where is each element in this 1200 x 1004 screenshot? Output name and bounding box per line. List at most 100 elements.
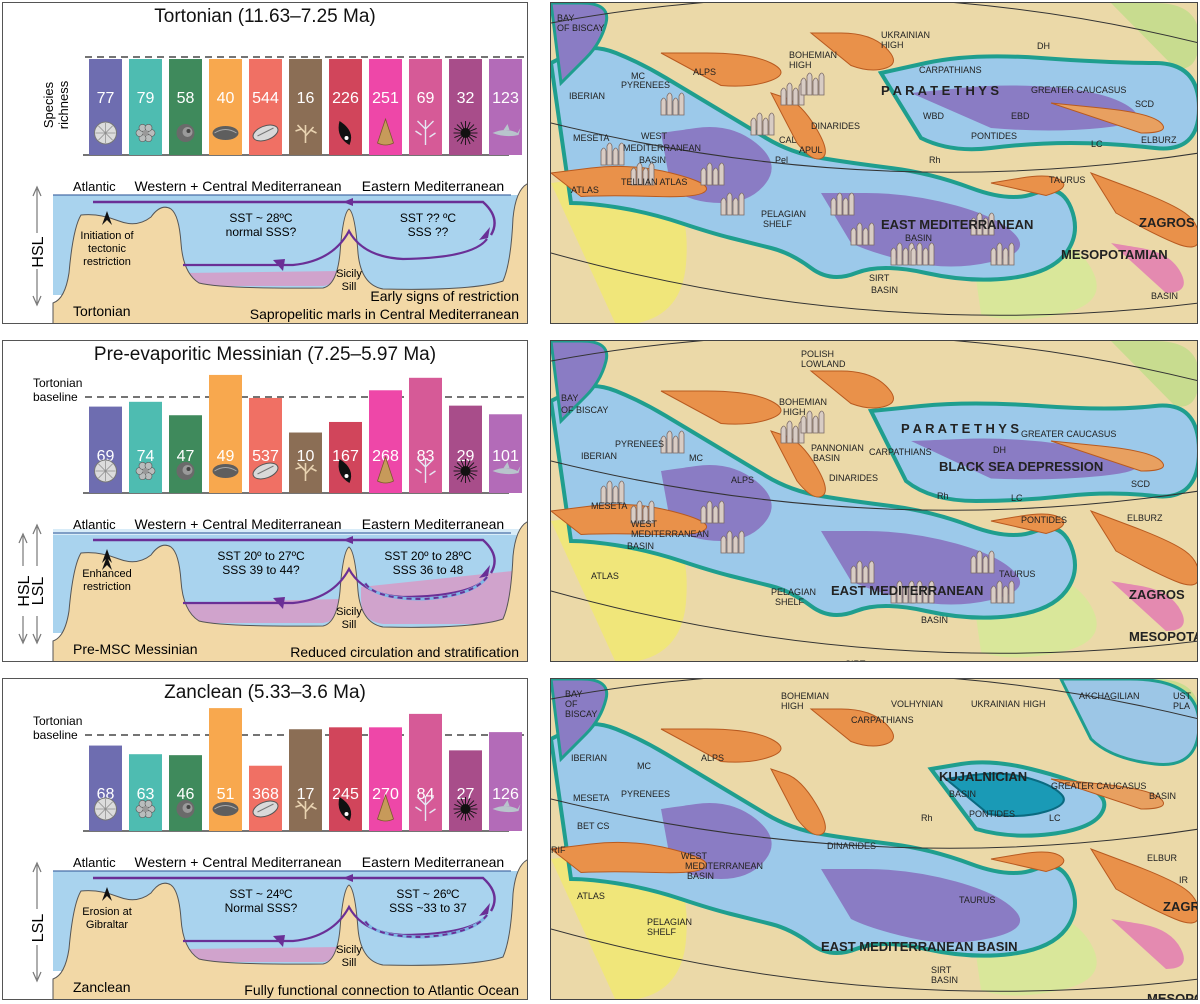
panel-title: Tortonian (11.63–7.25 Ma) xyxy=(154,6,376,27)
return-current xyxy=(183,228,488,267)
map-label: RIF xyxy=(551,845,566,855)
baseline-label: baseline xyxy=(33,390,78,404)
map-label: TAURUS xyxy=(999,569,1035,579)
coral-reef-icon xyxy=(970,212,995,236)
graticule-line xyxy=(551,341,1197,382)
sicily-sill-label: Sicily xyxy=(336,944,362,956)
bivalve-icon xyxy=(212,802,239,816)
bar: 544 xyxy=(249,59,282,155)
stage-label: Pre-MSC Messinian xyxy=(73,641,197,657)
bar: 58 xyxy=(169,59,202,155)
zagros-belt xyxy=(1089,510,1197,586)
bar-value: 77 xyxy=(97,90,115,107)
bar: 40 xyxy=(209,59,242,155)
map-label: BASIN xyxy=(949,789,976,799)
crinoid-icon xyxy=(415,120,436,145)
bar: 68 xyxy=(89,745,122,831)
branching-coral-icon xyxy=(295,462,317,481)
bar-value: 40 xyxy=(217,90,235,107)
bar-value: 47 xyxy=(177,448,195,465)
bryozoan-icon xyxy=(135,124,156,142)
map-label: SCD xyxy=(1131,479,1151,489)
map-label: MESOPOTAMIAN xyxy=(1061,247,1168,262)
bar-value: 74 xyxy=(137,448,155,465)
bar-value: 368 xyxy=(252,786,279,803)
map-label: UST xyxy=(1173,691,1192,701)
mussel-icon xyxy=(338,459,352,483)
west-sss: Normal SSS? xyxy=(225,901,298,915)
east-mediterranean-basin xyxy=(821,869,1021,943)
map-label: POLISH xyxy=(801,349,834,359)
shark-icon xyxy=(492,124,521,137)
map-label: VOLHYNIAN xyxy=(891,699,943,709)
bar-value: 126 xyxy=(492,786,519,803)
map-label: HIGH xyxy=(783,407,806,417)
stage-label: Zanclean xyxy=(73,979,131,995)
map-label: BAY xyxy=(557,13,574,23)
baseline-label: baseline xyxy=(33,728,78,742)
sea-urchin-icon xyxy=(453,121,478,145)
bar: 101 xyxy=(489,414,522,493)
sicily-sill-label: Sicily xyxy=(336,268,362,280)
messinian-map: POLISH LOWLAND BAY OF BISCAY IBERIAN MESETA PY… xyxy=(550,340,1198,662)
crinoid-icon xyxy=(415,796,436,821)
atlantic-label: Atlantic xyxy=(73,179,116,194)
coral-reef-icon xyxy=(630,162,655,186)
map-label: CARPATHIANS xyxy=(851,715,914,725)
map-label: PELAGIAN xyxy=(761,209,806,219)
map-label: EAST MEDITERRANEAN BASIN xyxy=(821,939,1017,954)
map-label: PYRENEES xyxy=(621,789,670,799)
map-label: ELBUR xyxy=(1147,853,1178,863)
map-label: SIRT xyxy=(869,273,890,283)
map-label: ZAGROS xyxy=(1129,587,1185,602)
shark-icon xyxy=(492,800,521,813)
map-label: PANNONIAN xyxy=(811,443,864,453)
bar: 270 xyxy=(369,727,402,831)
shark-icon xyxy=(492,462,521,475)
map-label: OF BISCAY xyxy=(557,23,604,33)
map-label: PONTIDES xyxy=(969,809,1015,819)
map-label: Rh xyxy=(937,491,949,501)
bar: 84 xyxy=(409,713,442,831)
bar: 69 xyxy=(409,59,442,155)
map-label: LC xyxy=(1049,813,1061,823)
map-label: ATLAS xyxy=(591,571,619,581)
map-label: PLA xyxy=(1173,701,1190,711)
map-label: BET CS xyxy=(577,821,609,831)
map-label: BASIN xyxy=(1149,791,1176,801)
bar-value: 51 xyxy=(217,786,235,803)
map-label: BAY xyxy=(565,689,582,699)
highland-land xyxy=(1111,341,1197,407)
east-basin-label: Eastern Mediterranean xyxy=(362,516,504,532)
coral-reef-icon xyxy=(660,430,685,454)
branching-coral-icon xyxy=(295,124,317,143)
gastropod-shell-icon xyxy=(252,800,279,818)
east-basin-label: Eastern Mediterranean xyxy=(362,178,504,194)
map-label: ALPS xyxy=(731,475,754,485)
bar: 16 xyxy=(289,59,322,155)
map-label: ELBURZ xyxy=(1141,135,1177,145)
map-label: WBD xyxy=(923,111,944,121)
zanclean-panel: Zanclean (5.33–3.6 Ma) Tortonian baseline… xyxy=(2,678,528,1000)
tortonian-map: BAY OF BISCAY IBERIAN MESETA PYRENEES MC ALPS B… xyxy=(550,2,1198,324)
bar-value: 226 xyxy=(332,90,359,107)
carpathians-belt xyxy=(809,370,894,409)
bryozoan-icon xyxy=(135,800,156,818)
bar: 51 xyxy=(209,708,242,831)
graticule-line xyxy=(551,679,1197,720)
map-label: MEDITERRANEAN xyxy=(631,529,709,539)
map-label: Rh xyxy=(929,155,941,165)
baseline-label: Tortonian xyxy=(33,376,82,390)
graticule-line xyxy=(551,798,1197,849)
bar: 29 xyxy=(449,405,482,493)
map-label: BASIN xyxy=(687,871,714,881)
map-label: MESETA xyxy=(591,501,627,511)
coral-disc-icon xyxy=(94,459,117,483)
east-sst: SST 20º to 28ºC xyxy=(384,549,472,563)
caption: Fully functional connection to Atlantic … xyxy=(244,982,519,998)
bar-rect xyxy=(489,732,522,831)
cross-section: Atlantic Western + Central Mediterranean E… xyxy=(13,516,527,661)
map-label: BASIN xyxy=(639,155,666,165)
map-label: ALPS xyxy=(693,67,716,77)
map-label: LC xyxy=(1091,139,1103,149)
